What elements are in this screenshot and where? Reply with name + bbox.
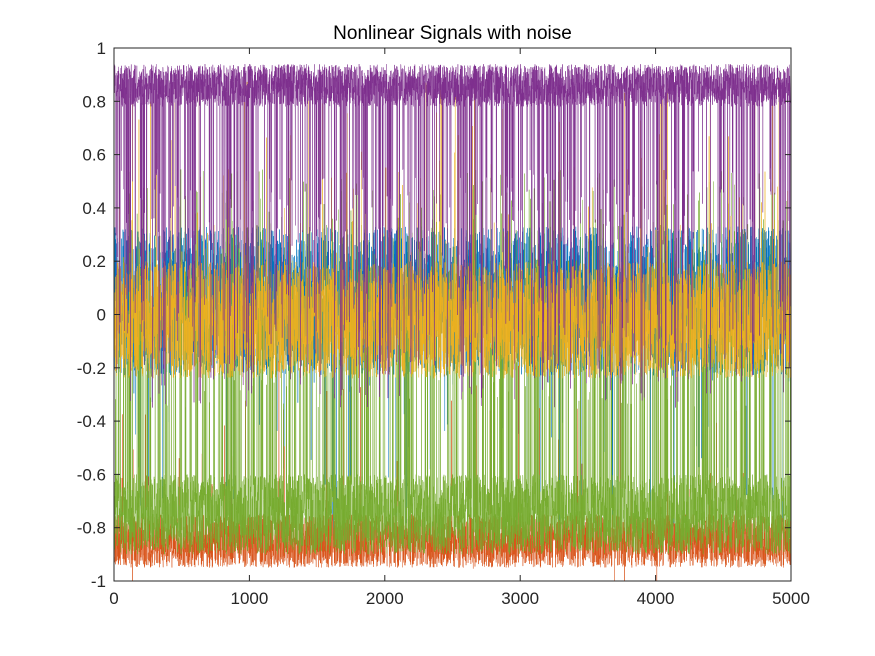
x-tick-label: 5000 xyxy=(772,589,810,608)
x-tick-label: 3000 xyxy=(501,589,539,608)
y-tick-label: 0.8 xyxy=(82,92,106,111)
series-layer xyxy=(113,63,792,582)
y-tick-label: -0.6 xyxy=(77,465,106,484)
y-tick-label: -1 xyxy=(91,572,106,591)
y-tick-label: -0.4 xyxy=(77,412,106,431)
y-tick-label: 0.6 xyxy=(82,146,106,165)
y-tick-label: -0.2 xyxy=(77,359,106,378)
series-line-5 xyxy=(113,63,792,408)
x-tick-label: 2000 xyxy=(366,589,404,608)
x-tick-label: 4000 xyxy=(637,589,675,608)
y-tick-label: 0.2 xyxy=(82,252,106,271)
x-tick-label: 0 xyxy=(109,589,118,608)
tick-layer: 0 1000 2000 3000 4000 5000 -1 -0.8 -0.6 -0.4 -0.2 0… xyxy=(77,39,810,608)
y-tick-label: 0.4 xyxy=(82,199,106,218)
series-line-3 xyxy=(113,169,792,555)
x-tick-label: 1000 xyxy=(230,589,268,608)
chart-title: Nonlinear Signals with noise xyxy=(333,23,572,44)
y-tick-label: -0.8 xyxy=(77,519,106,538)
y-tick-label: 0 xyxy=(97,306,106,325)
y-tick-label: 1 xyxy=(97,39,106,58)
